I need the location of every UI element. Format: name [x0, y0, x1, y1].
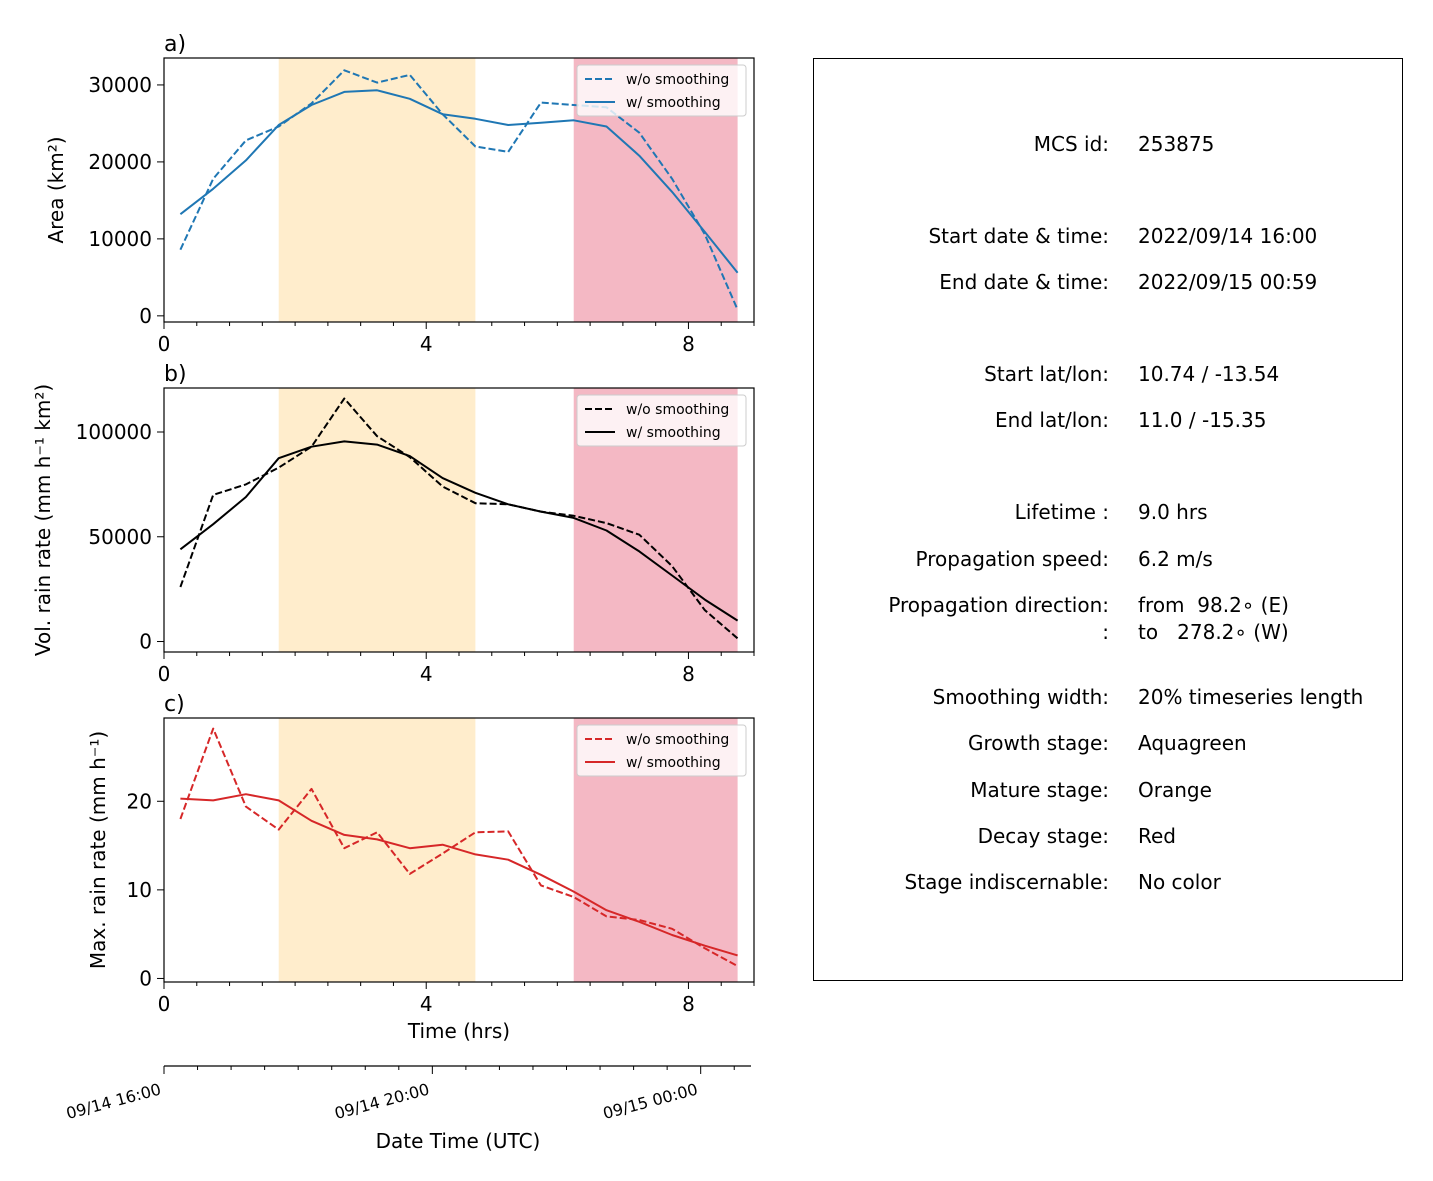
legend-label: w/o smoothing: [626, 72, 729, 88]
x-tick-label: 0: [158, 662, 171, 686]
series-line-smoothed: [179, 89, 739, 274]
info-key: Growth stage:: [967, 731, 1109, 755]
panel-3: 0 4 8 0 10 20 c) Max. rain rate (mm h⁻¹) Time (h…: [86, 692, 755, 1043]
y-axis-label: Area (km²): [44, 136, 68, 243]
mcs-info-panel: MCS id: 253875 Start date & time: 2022/0…: [813, 58, 1403, 981]
info-value: 2022/09/14 16:00: [1138, 224, 1318, 248]
info-value: Red: [1138, 824, 1176, 848]
info-key: :: [1102, 620, 1109, 644]
x-axis-label: Time (hrs): [407, 1019, 510, 1043]
info-key: Decay stage:: [977, 824, 1109, 848]
legend-frame: [576, 724, 747, 777]
datetime-axis-label: Date Time (UTC): [376, 1129, 541, 1153]
y-tick-label: 0: [139, 304, 152, 328]
datetime-axis: 09/14 16:00 09/14 20:00 09/15 00:00 Date Ti…: [64, 1065, 751, 1153]
legend: w/o smoothing w/ smoothing: [576, 394, 747, 447]
legend-frame: [576, 394, 747, 447]
stage-band-mature: [278, 388, 476, 652]
info-key: Smoothing width:: [932, 685, 1109, 709]
x-tick-label: 4: [420, 662, 433, 686]
y-tick-label: 50000: [88, 525, 152, 549]
stage-band-mature: [278, 718, 476, 982]
y-tick-label: 20: [127, 789, 152, 813]
y-axis-label: Max. rain rate (mm h⁻¹): [86, 731, 110, 969]
info-row-growth-stage: Growth stage: Aquagreen: [814, 731, 1404, 759]
info-row-lifetime: Lifetime : 9.0 hrs: [814, 500, 1404, 528]
series-line-raw: [179, 397, 739, 640]
y-tick-label: 100000: [76, 420, 152, 444]
info-value: 11.0 / -15.35: [1138, 408, 1267, 432]
info-row-propagation-speed: Propagation speed: 6.2 m/s: [814, 547, 1404, 575]
panel-2: 0 4 8 0 50000 100000 b) Vol. rain rate (mm h⁻¹ …: [31, 362, 755, 686]
y-tick-label: 30000: [88, 73, 152, 97]
info-key: Start lat/lon:: [984, 362, 1109, 386]
datetime-tick-label: 09/14 20:00: [332, 1080, 431, 1124]
info-value: Orange: [1138, 778, 1212, 802]
info-row-mcs-id: MCS id: 253875: [814, 132, 1404, 160]
x-tick-label: 8: [682, 662, 695, 686]
info-value: 253875: [1138, 132, 1215, 156]
info-key: Propagation direction:: [888, 593, 1109, 617]
info-row-start-time: Start date & time: 2022/09/14 16:00: [814, 224, 1404, 252]
y-tick-label: 20000: [88, 150, 152, 174]
info-row-stage-indiscernable: Stage indiscernable: No color: [814, 870, 1404, 898]
info-value: to 278.2∘ (W): [1138, 620, 1289, 644]
legend-label: w/ smoothing: [626, 425, 721, 441]
x-tick-label: 8: [682, 992, 695, 1016]
panel-label: b): [164, 362, 187, 387]
info-key: End date & time:: [939, 270, 1109, 294]
info-row-start-latlon: Start lat/lon: 10.74 / -13.54: [814, 362, 1404, 390]
info-row-mature-stage: Mature stage: Orange: [814, 778, 1404, 806]
legend-label: w/o smoothing: [626, 732, 729, 748]
legend: w/o smoothing w/ smoothing: [576, 724, 747, 777]
x-tick-label: 0: [158, 332, 171, 356]
info-row-propagation-direction-to: : to 278.2∘ (W): [814, 620, 1404, 648]
info-key: Mature stage:: [970, 778, 1109, 802]
info-key: Stage indiscernable:: [904, 870, 1109, 894]
y-tick-label: 10: [127, 878, 152, 902]
legend-label: w/o smoothing: [626, 402, 729, 418]
datetime-tick-label: 09/15 00:00: [601, 1080, 700, 1124]
series-line-smoothed: [179, 440, 739, 622]
info-row-end-time: End date & time: 2022/09/15 00:59: [814, 270, 1404, 298]
panel-1: 0 4 8 0 10000 20000 30000 a) Area (km²) w/o smoot…: [44, 32, 755, 356]
series-line-raw: [179, 69, 739, 311]
info-key: End lat/lon:: [995, 408, 1109, 432]
x-tick-label: 4: [420, 992, 433, 1016]
info-key: MCS id:: [1033, 132, 1109, 156]
info-key: Lifetime :: [1014, 500, 1109, 524]
info-value: 6.2 m/s: [1138, 547, 1213, 571]
info-value: 9.0 hrs: [1138, 500, 1208, 524]
info-value: Aquagreen: [1138, 731, 1247, 755]
legend-frame: [576, 64, 747, 117]
info-row-propagation-direction-from: Propagation direction: from 98.2∘ (E): [814, 593, 1404, 621]
series-line-raw: [179, 727, 739, 967]
info-value: No color: [1138, 870, 1221, 894]
stage-band-mature: [278, 58, 476, 322]
info-key: Start date & time:: [928, 224, 1109, 248]
y-tick-label: 0: [139, 966, 152, 990]
info-value: 20% timeseries length: [1138, 685, 1364, 709]
info-row-end-latlon: End lat/lon: 11.0 / -15.35: [814, 408, 1404, 436]
info-row-smoothing-width: Smoothing width: 20% timeseries length: [814, 685, 1404, 713]
legend-label: w/ smoothing: [626, 755, 721, 771]
legend-label: w/ smoothing: [626, 95, 721, 111]
datetime-tick-label: 09/14 16:00: [64, 1080, 163, 1124]
panel-label: a): [164, 32, 186, 57]
x-tick-label: 0: [158, 992, 171, 1016]
y-axis-label: Vol. rain rate (mm h⁻¹ km²): [31, 384, 55, 656]
info-value: from 98.2∘ (E): [1138, 593, 1289, 617]
info-value: 10.74 / -13.54: [1138, 362, 1280, 386]
y-tick-label: 10000: [88, 227, 152, 251]
panel-label: c): [164, 692, 185, 717]
x-tick-label: 8: [682, 332, 695, 356]
series-line-smoothed: [180, 793, 738, 957]
info-value: 2022/09/15 00:59: [1138, 270, 1318, 294]
x-tick-label: 4: [420, 332, 433, 356]
legend: w/o smoothing w/ smoothing: [576, 64, 747, 117]
info-key: Propagation speed:: [915, 547, 1109, 571]
info-row-decay-stage: Decay stage: Red: [814, 824, 1404, 852]
y-tick-label: 0: [139, 630, 152, 654]
